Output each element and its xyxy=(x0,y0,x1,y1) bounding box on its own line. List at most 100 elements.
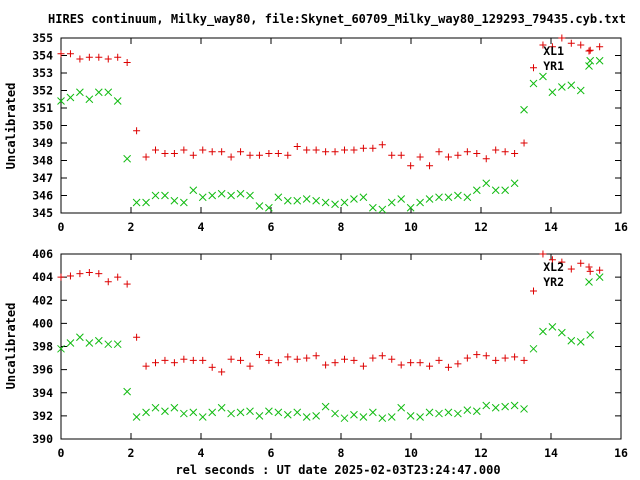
data-point xyxy=(123,387,132,396)
data-point xyxy=(473,351,481,359)
data-point xyxy=(170,150,178,157)
data-point xyxy=(482,155,490,163)
data-point xyxy=(198,413,207,421)
data-point xyxy=(322,148,330,156)
data-point xyxy=(444,363,452,371)
data-point xyxy=(359,413,368,421)
data-point xyxy=(227,409,235,418)
data-point xyxy=(274,150,282,157)
series-YR1 xyxy=(57,56,604,214)
data-point xyxy=(189,186,198,195)
data-point xyxy=(76,270,84,278)
data-point xyxy=(274,408,283,417)
data-point xyxy=(123,59,131,66)
data-point xyxy=(435,356,443,364)
y-tick-label: 349 xyxy=(32,136,53,150)
legend-marker xyxy=(585,62,593,70)
data-point xyxy=(198,193,207,202)
data-point xyxy=(76,55,84,63)
legend-marker xyxy=(585,47,593,55)
legend-label: YR1 xyxy=(543,59,564,73)
data-point xyxy=(217,403,226,412)
data-point xyxy=(463,354,471,362)
data-point xyxy=(435,409,443,418)
data-point xyxy=(331,148,339,156)
data-point xyxy=(520,105,528,114)
data-point xyxy=(425,408,434,417)
data-point xyxy=(435,148,443,156)
x-tick-label: 16 xyxy=(614,446,628,460)
data-point xyxy=(142,408,150,417)
y-tick-label: 348 xyxy=(32,154,53,168)
data-point xyxy=(511,353,519,361)
data-point xyxy=(359,144,367,152)
data-point xyxy=(463,193,472,202)
data-point xyxy=(435,193,443,202)
legend-label: XL2 xyxy=(543,260,564,274)
y-tick-label: 392 xyxy=(32,409,53,423)
data-point xyxy=(501,354,509,362)
x-axis-label: rel seconds : UT date 2025-02-03T23:24:4… xyxy=(175,463,500,477)
data-point xyxy=(341,355,348,363)
data-point xyxy=(142,153,150,161)
data-point xyxy=(180,355,188,363)
data-point xyxy=(520,356,528,364)
data-point xyxy=(113,340,122,349)
y-tick-label: 402 xyxy=(32,293,53,307)
data-point xyxy=(557,328,566,337)
data-point xyxy=(482,352,490,360)
data-point xyxy=(303,146,311,154)
data-point xyxy=(85,269,93,276)
data-point xyxy=(284,151,292,159)
data-point xyxy=(227,355,235,363)
x-tick-label: 12 xyxy=(474,446,488,460)
data-point xyxy=(104,55,112,63)
y-tick-label: 390 xyxy=(32,432,53,446)
y-tick-label: 352 xyxy=(32,84,53,98)
data-point xyxy=(454,409,462,418)
data-point xyxy=(246,191,254,200)
data-point xyxy=(407,359,415,367)
data-point xyxy=(596,43,604,51)
x-tick-label: 0 xyxy=(58,220,65,234)
data-point xyxy=(76,333,84,342)
data-point xyxy=(378,141,386,149)
data-point xyxy=(520,405,528,413)
data-point xyxy=(255,412,264,420)
data-point xyxy=(208,363,216,371)
data-point xyxy=(246,151,254,159)
data-point xyxy=(369,354,377,362)
data-point xyxy=(586,46,594,54)
data-point xyxy=(397,361,405,369)
data-point xyxy=(237,148,245,156)
data-point xyxy=(596,266,604,274)
y-tick-label: 345 xyxy=(32,206,53,220)
data-point xyxy=(161,356,169,364)
data-point xyxy=(388,151,396,159)
data-point xyxy=(368,203,377,212)
data-point xyxy=(492,146,500,154)
data-point xyxy=(331,200,339,209)
data-point xyxy=(577,41,585,49)
data-point xyxy=(57,97,65,105)
data-point xyxy=(66,339,75,347)
data-point xyxy=(567,39,575,47)
data-point xyxy=(123,154,132,163)
data-point xyxy=(161,150,169,157)
data-point xyxy=(104,278,112,286)
series-XL2 xyxy=(57,250,604,376)
x-tick-label: 10 xyxy=(404,446,418,460)
data-point xyxy=(321,198,330,207)
y-tick-label: 400 xyxy=(32,316,53,330)
data-point xyxy=(217,189,226,198)
x-tick-label: 8 xyxy=(338,220,345,234)
x-tick-label: 6 xyxy=(268,446,275,460)
y-tick-label: 394 xyxy=(32,386,53,400)
data-point xyxy=(152,359,159,367)
data-point xyxy=(321,402,330,411)
data-point xyxy=(463,406,472,414)
x-tick-label: 10 xyxy=(404,220,418,234)
data-point xyxy=(387,198,396,207)
